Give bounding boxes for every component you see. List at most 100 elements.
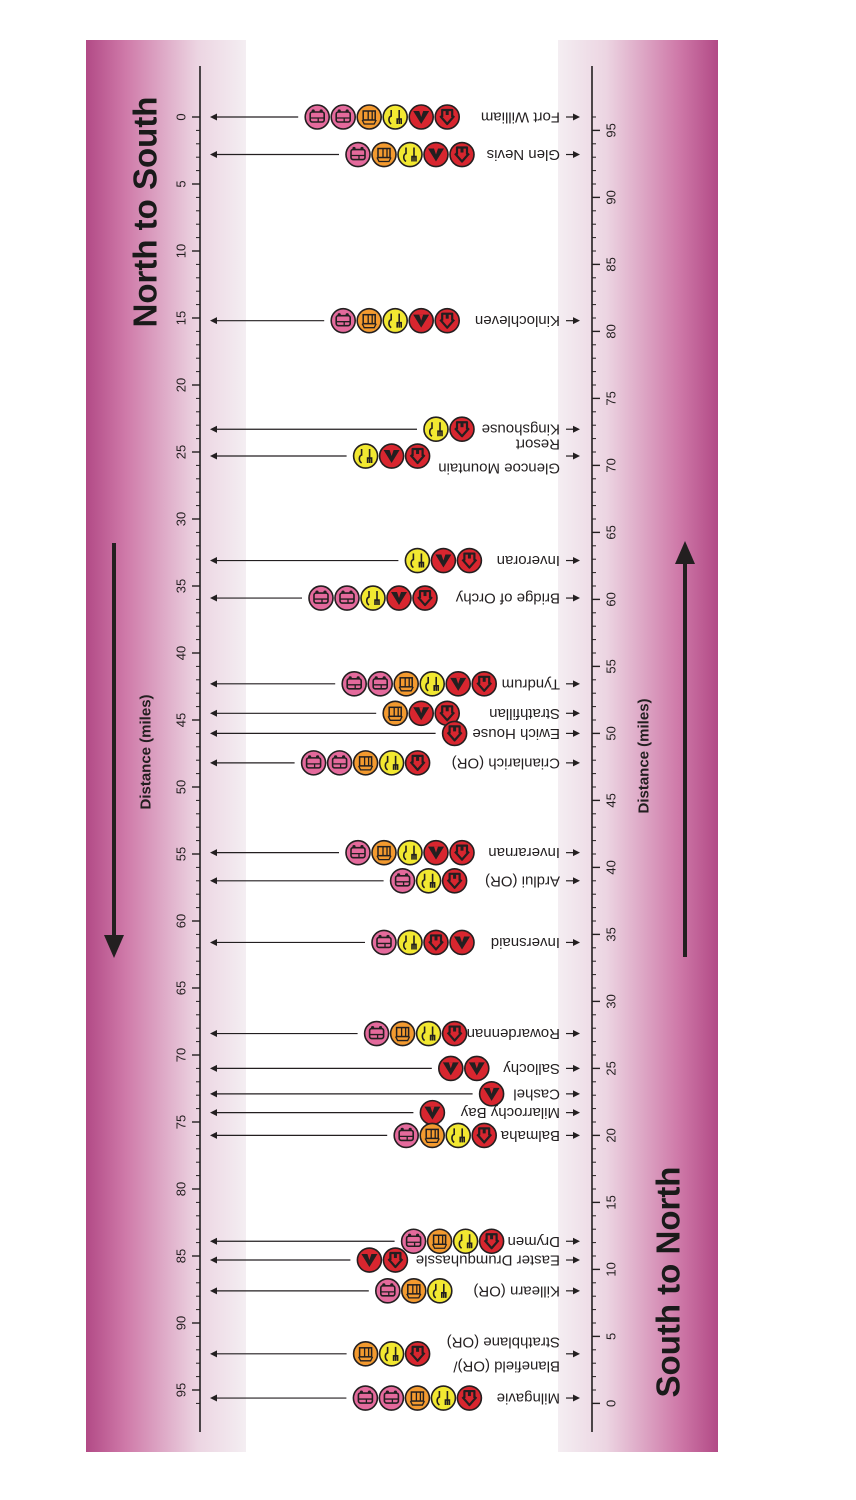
left-axis-tick-label: 10 <box>174 244 189 258</box>
title-south-to-north: South to North <box>650 1167 687 1398</box>
shop-icon <box>371 839 397 866</box>
cutlery-icon <box>423 416 449 443</box>
right-axis-tick-label: 10 <box>604 1262 619 1276</box>
shop-icon <box>404 1385 431 1411</box>
stop-label: Ewich House <box>472 725 560 742</box>
stop-arrowhead-left <box>210 317 217 325</box>
cutlery-icon <box>452 1228 479 1255</box>
right-axis-tick-label: 20 <box>604 1128 619 1142</box>
left-axis-tick-label: 55 <box>174 847 189 861</box>
stop-label: Strathblane (OR) <box>447 1333 560 1350</box>
house-icon <box>404 750 431 776</box>
stop-label: Milngavie <box>497 1390 560 1407</box>
stop-arrowhead-right <box>573 1350 580 1358</box>
stop-label: Tyndrum <box>502 675 560 692</box>
stop-arrowhead-left <box>210 680 217 688</box>
stop-arrowhead-left <box>210 1109 217 1117</box>
tent-icon <box>408 700 435 727</box>
left-axis-tick-label: 20 <box>174 378 189 392</box>
left-axis-tick-label: 90 <box>174 1316 189 1330</box>
stop-arrowhead-left <box>210 594 217 602</box>
tent-icon <box>356 1247 383 1273</box>
stop-arrowhead-right <box>573 425 580 433</box>
cutlery-icon <box>419 671 446 697</box>
cutlery-icon <box>397 929 423 956</box>
stop-arrowhead-left <box>210 1350 217 1358</box>
right-gradient-band <box>558 40 718 1452</box>
stop-arrowhead-right <box>573 680 580 688</box>
stop-arrowhead-right <box>573 1256 580 1264</box>
left-axis-tick-label: 65 <box>174 981 189 995</box>
tent-icon <box>423 141 449 168</box>
cutlery-icon <box>430 1385 457 1411</box>
cutlery-icon <box>397 839 423 866</box>
cutlery-icon <box>378 750 405 776</box>
house-icon <box>441 867 468 894</box>
shop-icon <box>419 1122 446 1149</box>
left-axis-tick-label: 40 <box>174 646 189 660</box>
stop-arrowhead-left <box>210 557 217 565</box>
tent-icon <box>386 585 412 611</box>
shop-icon <box>371 141 397 168</box>
right-axis-tick-label: 95 <box>604 123 619 137</box>
left-axis-tick-label: 35 <box>174 579 189 593</box>
cutlery-icon <box>378 1341 405 1367</box>
stops-layer: Fort William Glen Nevis Kinlochleven Kingsh… <box>104 66 695 1432</box>
stop-label: Kinlochleven <box>475 312 560 329</box>
stop-arrowhead-right <box>573 1394 580 1402</box>
stop-arrowhead-right <box>573 877 580 885</box>
left-axis-tick-label: 60 <box>174 914 189 928</box>
right-axis-tick-label: 75 <box>604 391 619 405</box>
stop-arrowhead-left <box>210 709 217 717</box>
house-icon <box>441 720 468 747</box>
right-axis-label: Distance (miles) <box>636 698 653 813</box>
left-axis-tick-label: 75 <box>174 1115 189 1129</box>
cutlery-icon <box>404 547 431 574</box>
shop-icon <box>352 1341 379 1367</box>
stop-label: Resort <box>515 436 560 453</box>
title-north-to-south: North to South <box>127 97 164 328</box>
stop-arrowhead-left <box>210 151 217 159</box>
left-axis-tick-label: 5 <box>174 180 189 187</box>
bus-icon <box>330 307 357 334</box>
shop-icon <box>393 671 420 697</box>
stop-label: Glencoe Mountain <box>438 460 560 477</box>
tent-icon <box>478 1081 505 1107</box>
cutlery-icon <box>426 1278 453 1304</box>
bus-icon <box>330 104 357 130</box>
stop-arrowhead-right <box>573 317 580 325</box>
stop-arrowhead-left <box>210 1131 217 1139</box>
shop-icon <box>356 104 383 130</box>
tent-icon <box>430 547 457 574</box>
tent-icon <box>419 1099 446 1126</box>
house-icon <box>412 585 438 611</box>
cutlery-icon <box>382 307 409 334</box>
tent-icon <box>437 1055 464 1082</box>
bus-icon <box>326 750 353 776</box>
left-axis-tick-label: 85 <box>174 1249 189 1263</box>
stop-label: Inverarnan <box>488 844 560 861</box>
bus-icon <box>371 929 397 956</box>
stop-arrowhead-right <box>573 1030 580 1038</box>
shop-icon <box>426 1228 453 1255</box>
stop-label: Fort William <box>481 109 560 126</box>
stop-arrowhead-left <box>210 452 217 460</box>
bus-icon <box>345 839 371 866</box>
house-icon <box>441 1020 468 1047</box>
right-axis-tick-label: 85 <box>604 257 619 271</box>
stop-arrowhead-left <box>210 1064 217 1072</box>
bus-icon <box>378 1385 405 1411</box>
left-axis-tick-label: 45 <box>174 713 189 727</box>
right-axis-tick-label: 70 <box>604 458 619 472</box>
house-icon <box>382 1247 409 1273</box>
cutlery-icon <box>382 104 409 130</box>
stop-arrowhead-right <box>573 709 580 717</box>
tent-icon <box>408 104 435 130</box>
bus-icon <box>345 141 371 168</box>
tent-icon <box>463 1055 490 1082</box>
direction-arrow-south-to-north-head <box>675 541 695 564</box>
stop-arrowhead-left <box>210 729 217 737</box>
stop-arrowhead-left <box>210 938 217 946</box>
stop-label: Blanefield (OR)/ <box>452 1357 560 1374</box>
